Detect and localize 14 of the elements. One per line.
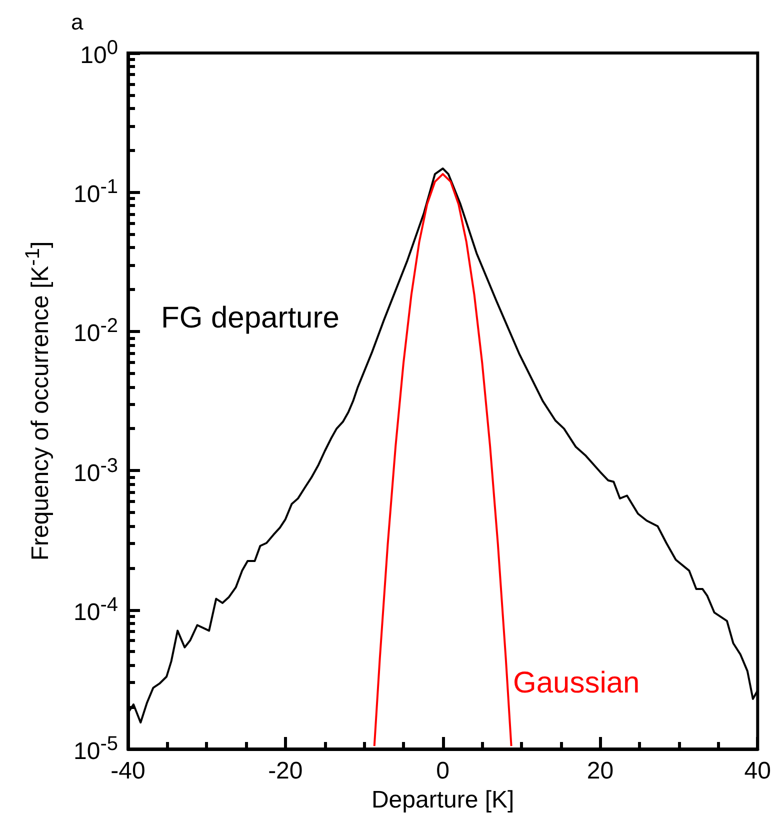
y-tick-label: 10$^{-4}$: [74, 594, 118, 626]
y-tick-label: 10$^{-3}$: [74, 454, 118, 487]
series-label: Gaussian: [513, 666, 640, 700]
y-tick-label: 10$^{-2}$: [74, 315, 118, 348]
line-series: [373, 173, 512, 748]
series-label: FG departure: [161, 302, 340, 334]
y-tick-label: 10$^{0}$: [80, 37, 118, 69]
x-tick-label: 40: [744, 758, 772, 784]
x-tick-label: -20: [268, 758, 303, 784]
x-axis-title: Departure [K]: [371, 786, 514, 814]
x-tick-label: 20: [586, 758, 614, 784]
y-tick-label: 10$^{-1}$: [74, 176, 118, 208]
x-tick-label: 0: [436, 758, 450, 784]
chart-title: a: [71, 10, 84, 34]
